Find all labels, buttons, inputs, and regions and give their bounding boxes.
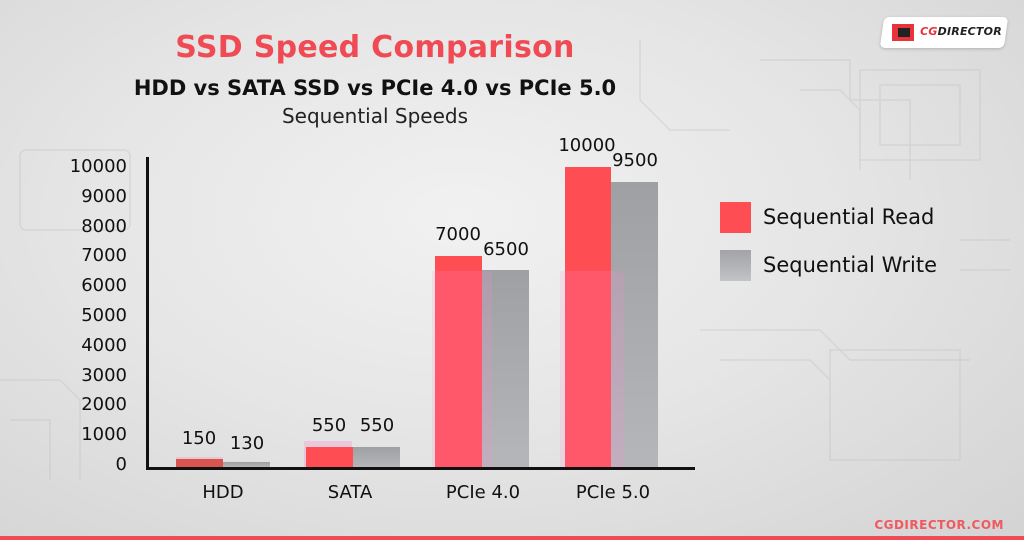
legend-item-write[interactable]: Sequential Write: [720, 248, 937, 282]
y-tick: 7000: [81, 245, 127, 266]
bar-pcie4-write[interactable]: [482, 270, 529, 467]
value-label: 10000: [558, 135, 616, 156]
chart-title: SSD Speed Comparison: [175, 30, 575, 65]
logo-text: CGDIRECTOR: [920, 25, 1002, 38]
x-tick: HDD: [202, 482, 244, 503]
x-tick: PCIe 4.0: [445, 482, 521, 503]
bottom-accent-line: [0, 536, 1024, 540]
y-tick: 6000: [81, 275, 127, 296]
y-tick: 2000: [81, 394, 127, 415]
y-tick: 4000: [81, 335, 127, 356]
y-tick: 8000: [81, 216, 127, 237]
y-axis-line: [146, 157, 149, 470]
bar-hdd-read[interactable]: [176, 459, 223, 467]
footer-site-link[interactable]: CGDIRECTOR.COM: [874, 518, 1004, 532]
value-label: 9500: [612, 150, 658, 171]
chart-subtitle-secondary: Sequential Speeds: [281, 104, 469, 128]
x-tick: PCIe 5.0: [575, 482, 651, 503]
value-label: 550: [311, 415, 347, 436]
legend-label: Sequential Read: [763, 205, 935, 229]
x-tick: SATA: [327, 482, 373, 503]
x-axis-line: [146, 467, 695, 470]
y-tick: 9000: [81, 186, 127, 207]
legend-swatch-write: [720, 249, 751, 281]
y-tick: 0: [115, 454, 127, 475]
cg-logo-icon: [892, 24, 914, 41]
bar-pcie5-write[interactable]: [611, 182, 658, 467]
bar-highlight: [432, 271, 492, 467]
value-label: 550: [359, 415, 395, 436]
value-label: 130: [229, 433, 265, 454]
value-label: 150: [181, 428, 217, 449]
y-tick: 5000: [81, 305, 127, 326]
bar-sata-write[interactable]: [353, 447, 400, 467]
y-tick: 10000: [69, 156, 127, 177]
bar-sata-read[interactable]: [306, 447, 353, 467]
legend-swatch-read: [720, 201, 751, 233]
legend-label: Sequential Write: [763, 253, 938, 277]
bar-pcie4-read[interactable]: [435, 256, 482, 467]
value-label: 6500: [483, 239, 529, 260]
bar-pcie5-read[interactable]: [565, 167, 611, 467]
bar-hdd-write[interactable]: [223, 462, 270, 467]
y-tick: 3000: [81, 365, 127, 386]
cgdirector-logo[interactable]: CGDIRECTOR: [879, 17, 1009, 48]
legend-item-read[interactable]: Sequential Read: [720, 200, 934, 234]
y-tick: 1000: [81, 424, 127, 445]
value-label: 7000: [435, 224, 481, 245]
chart-subtitle: HDD vs SATA SSD vs PCIe 4.0 vs PCIe 5.0: [133, 76, 617, 100]
bar-highlight: [560, 271, 624, 467]
